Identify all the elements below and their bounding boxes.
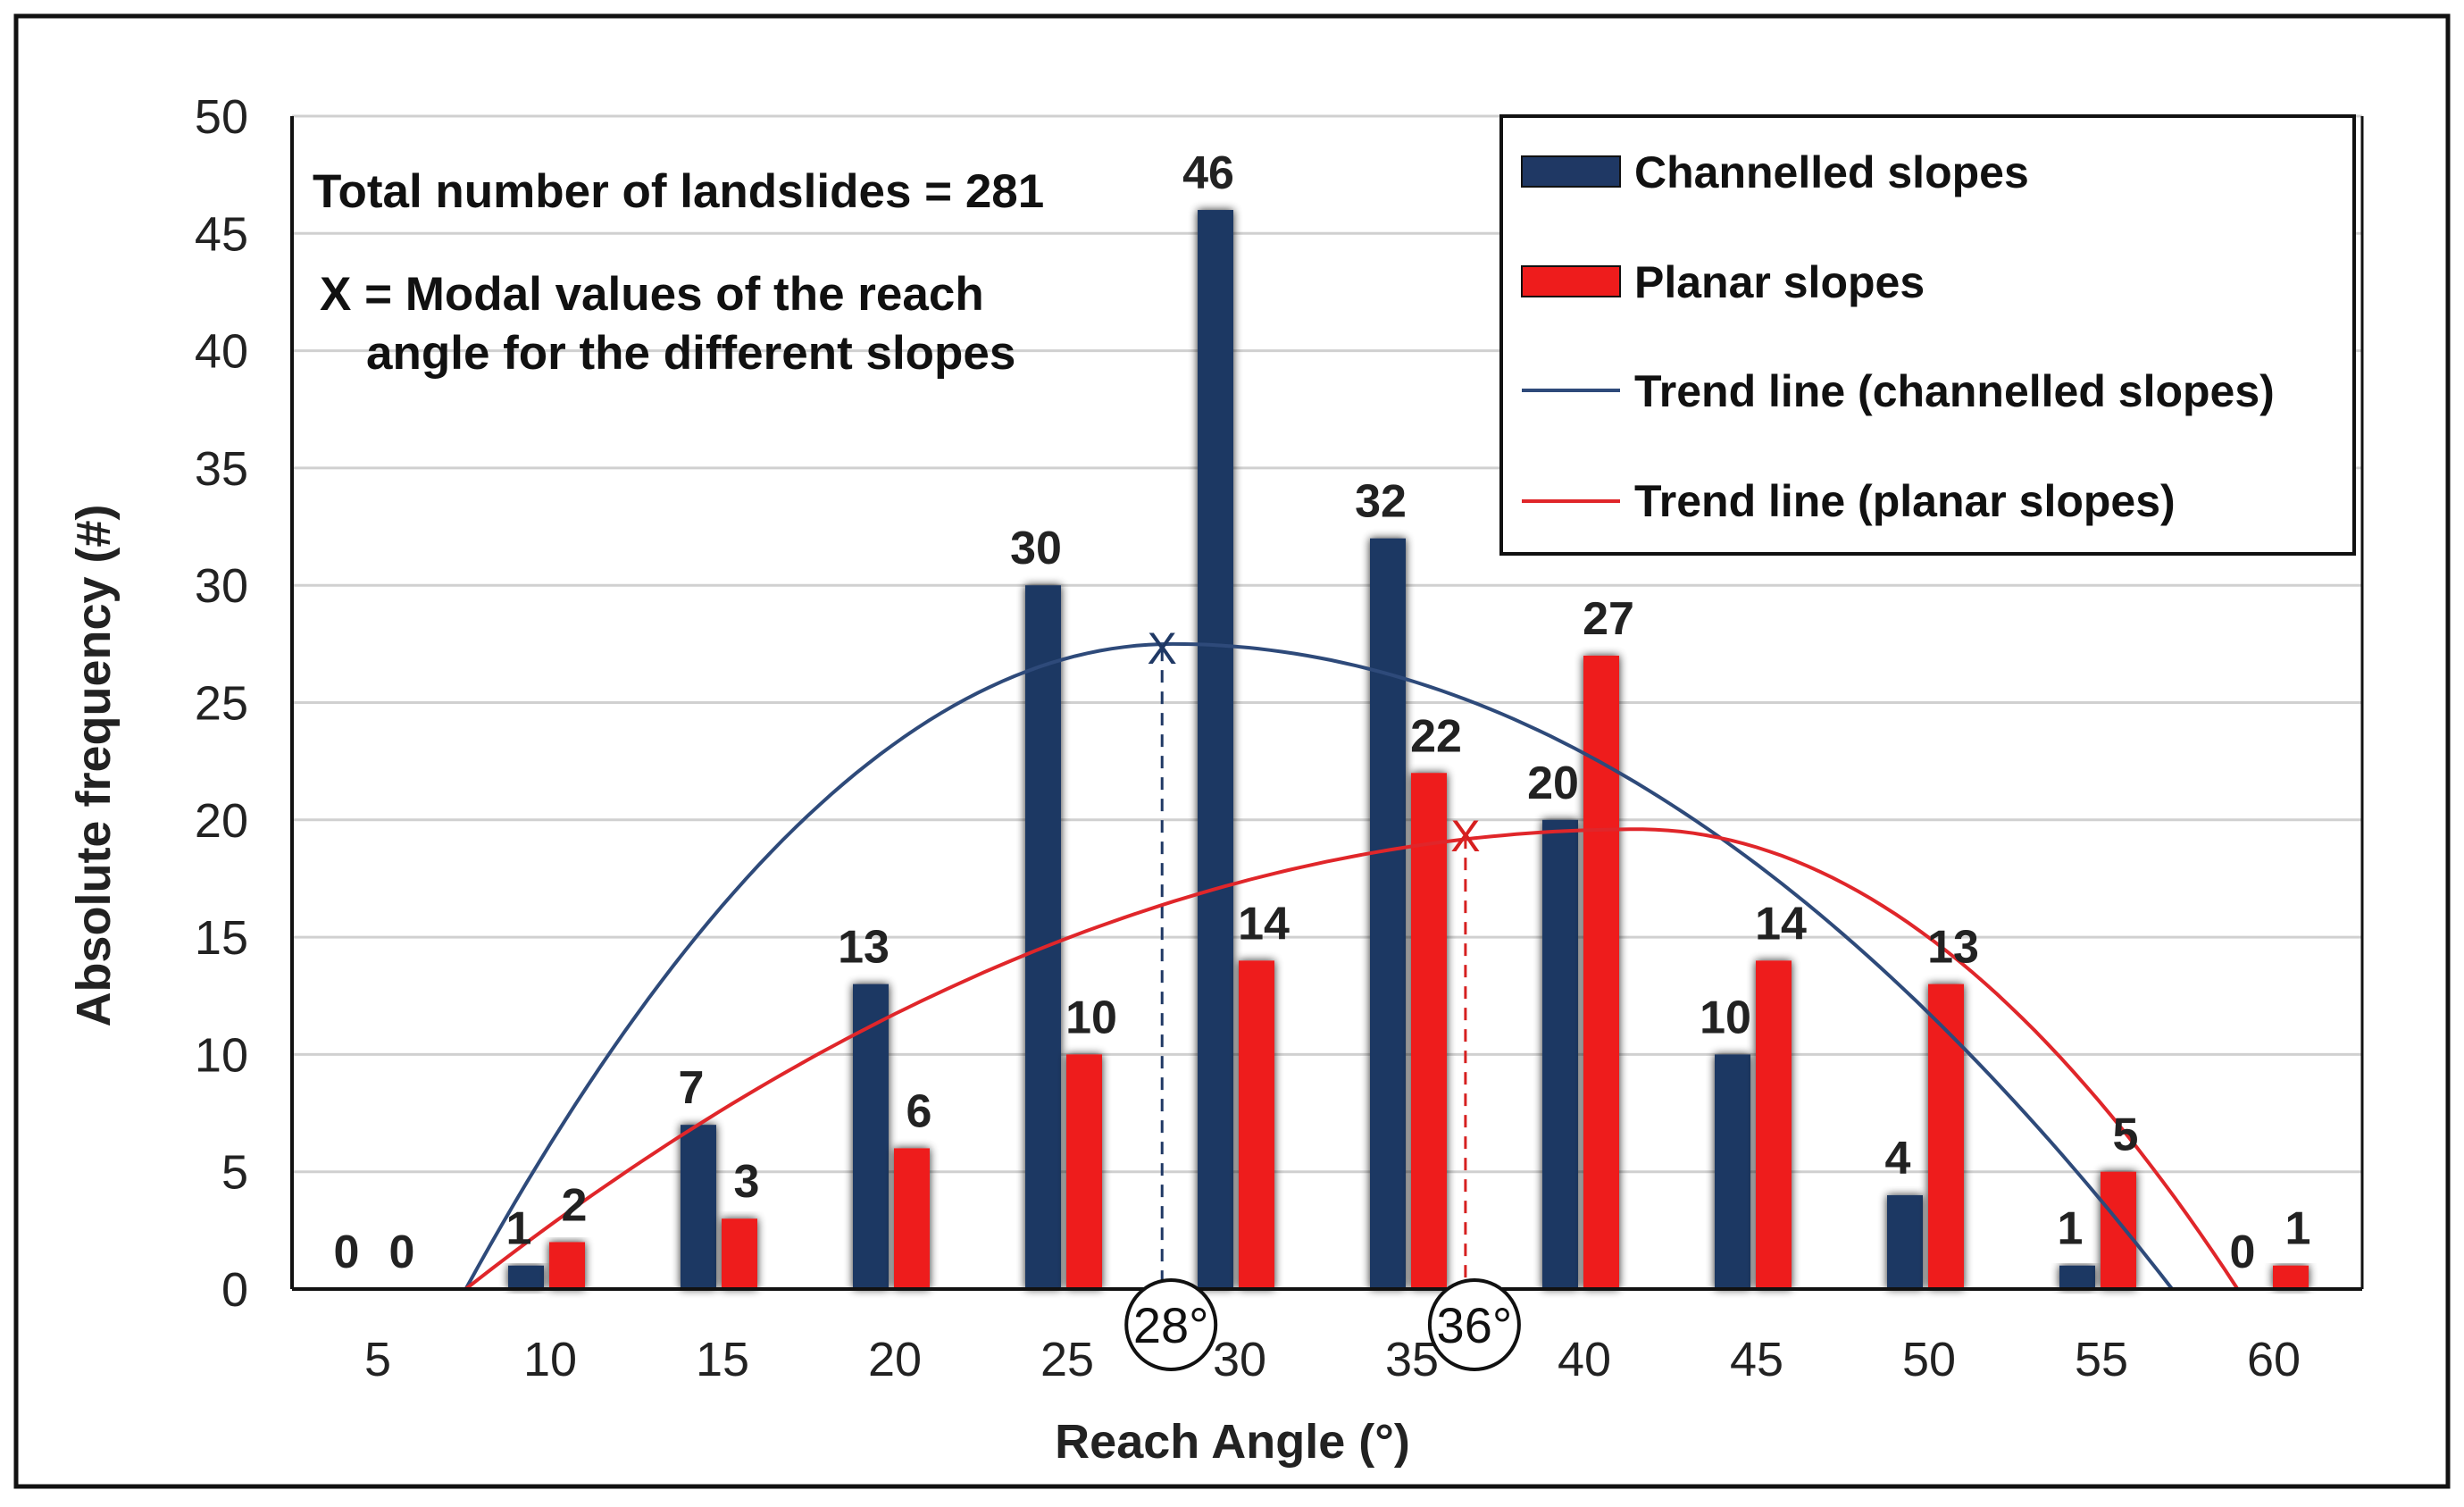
trend-line-planar bbox=[464, 827, 2240, 1291]
legend-label-planar: Planar slopes bbox=[1634, 257, 1925, 307]
x-tick-label-55: 55 bbox=[2075, 1333, 2128, 1386]
modal-marker-channelled: X bbox=[1148, 624, 1177, 674]
data-label-planar-5: 0 bbox=[389, 1227, 415, 1278]
bars bbox=[508, 210, 2309, 1289]
bar-channelled-15 bbox=[681, 1125, 716, 1289]
data-label-channelled-55: 1 bbox=[2058, 1203, 2084, 1255]
modal-lines bbox=[1160, 649, 1467, 1289]
trend-lines bbox=[464, 641, 2240, 1291]
data-label-planar-50: 13 bbox=[1927, 922, 1979, 974]
modal-value-label-planar: 36° bbox=[1437, 1297, 1513, 1353]
x-tick-label-30: 30 bbox=[1213, 1333, 1266, 1386]
bar-channelled-55 bbox=[2059, 1265, 2095, 1289]
y-tick-label-25: 25 bbox=[195, 677, 248, 731]
axes bbox=[290, 116, 2364, 1291]
trend-line-channelled bbox=[464, 641, 2174, 1291]
data-label-planar-45: 14 bbox=[1755, 898, 1807, 950]
x-tick-label-50: 50 bbox=[1902, 1333, 1956, 1386]
modal-markers: X 28° X 36° bbox=[1124, 624, 1521, 1371]
bar-channelled-10 bbox=[508, 1265, 544, 1289]
modal-circle-planar bbox=[1427, 1278, 1521, 1371]
legend-box bbox=[1499, 114, 2356, 556]
annotation-modal-line2: angle for the different slopes bbox=[366, 327, 1015, 380]
y-tick-label-45: 45 bbox=[195, 207, 248, 261]
y-axis-title: Absolute frequency (#) bbox=[67, 504, 121, 1026]
x-tick-label-25: 25 bbox=[1040, 1333, 1094, 1386]
bar-planar-10 bbox=[549, 1242, 585, 1289]
bar-channelled-30 bbox=[1198, 210, 1233, 1289]
x-tick-label-40: 40 bbox=[1558, 1333, 1611, 1386]
x-tick-label-5: 5 bbox=[364, 1333, 391, 1386]
data-label-planar-35: 22 bbox=[1410, 710, 1462, 762]
x-tick-label-60: 60 bbox=[2247, 1333, 2301, 1386]
y-tick-label-50: 50 bbox=[195, 90, 248, 144]
legend-label-channelled-trend: Trend line (channelled slopes) bbox=[1634, 366, 2275, 416]
bar-planar-45 bbox=[1756, 960, 1792, 1289]
data-label-channelled-50: 4 bbox=[1885, 1133, 1911, 1185]
legend-swatch-channelled bbox=[1521, 155, 1621, 188]
x-tick-label-45: 45 bbox=[1730, 1333, 1783, 1386]
data-label-channelled-10: 1 bbox=[506, 1203, 532, 1255]
data-label-planar-20: 6 bbox=[906, 1085, 932, 1137]
data-label-planar-25: 10 bbox=[1065, 992, 1117, 1043]
data-label-planar-30: 14 bbox=[1238, 898, 1290, 950]
bar-channelled-45 bbox=[1715, 1054, 1750, 1289]
data-label-channelled-60: 0 bbox=[2230, 1227, 2256, 1278]
data-label-channelled-15: 7 bbox=[679, 1062, 705, 1114]
bar-channelled-35 bbox=[1370, 538, 1406, 1289]
bar-planar-40 bbox=[1583, 655, 1619, 1289]
modal-value-label-channelled: 28° bbox=[1133, 1297, 1209, 1353]
data-label-channelled-5: 0 bbox=[334, 1227, 360, 1278]
data-label-channelled-40: 20 bbox=[1527, 758, 1579, 809]
legend-label-planar-trend: Trend line (planar slopes) bbox=[1634, 476, 2176, 526]
data-label-channelled-20: 13 bbox=[838, 922, 890, 974]
data-label-planar-10: 2 bbox=[562, 1179, 588, 1231]
bar-planar-15 bbox=[722, 1218, 757, 1289]
y-tick-label-15: 15 bbox=[195, 911, 248, 965]
legend: Channelled slopes Planar slopes Trend li… bbox=[1499, 114, 2356, 556]
bar-planar-60 bbox=[2273, 1265, 2309, 1289]
data-label-planar-15: 3 bbox=[734, 1156, 760, 1208]
bar-planar-35 bbox=[1411, 773, 1447, 1289]
x-tick-label-15: 15 bbox=[696, 1333, 749, 1386]
data-label-channelled-35: 32 bbox=[1355, 476, 1407, 528]
y-tick-label-10: 10 bbox=[195, 1028, 248, 1082]
y-tick-label-0: 0 bbox=[221, 1263, 248, 1317]
bar-planar-55 bbox=[2101, 1171, 2136, 1289]
data-label-planar-55: 5 bbox=[2113, 1109, 2139, 1161]
x-tick-label-10: 10 bbox=[523, 1333, 577, 1386]
y-tick-label-30: 30 bbox=[195, 559, 248, 613]
bar-planar-25 bbox=[1066, 1054, 1102, 1289]
bar-planar-20 bbox=[894, 1148, 930, 1289]
legend-label-channelled: Channelled slopes bbox=[1634, 147, 2029, 197]
bar-channelled-50 bbox=[1887, 1194, 1923, 1289]
y-tick-label-20: 20 bbox=[195, 794, 248, 848]
legend-swatch-planar bbox=[1521, 265, 1621, 297]
data-label-channelled-25: 30 bbox=[1010, 523, 1062, 574]
data-label-channelled-45: 10 bbox=[1700, 992, 1751, 1043]
bar-channelled-20 bbox=[853, 984, 889, 1289]
annotation-total: Total number of landslides = 281 bbox=[313, 165, 1044, 218]
y-tick-label-35: 35 bbox=[195, 442, 248, 496]
modal-circle-channelled bbox=[1124, 1278, 1218, 1371]
data-label-planar-60: 1 bbox=[2285, 1203, 2311, 1255]
data-label-channelled-30: 46 bbox=[1182, 147, 1234, 199]
x-tick-label-20: 20 bbox=[868, 1333, 922, 1386]
annotation-modal-line1: X = Modal values of the reach bbox=[320, 268, 984, 321]
bar-planar-50 bbox=[1928, 984, 1964, 1289]
x-tick-label-35: 35 bbox=[1385, 1333, 1439, 1386]
bar-channelled-40 bbox=[1542, 819, 1578, 1289]
y-tick-label-5: 5 bbox=[221, 1146, 248, 1200]
bar-channelled-25 bbox=[1025, 585, 1061, 1289]
y-tick-label-40: 40 bbox=[195, 325, 248, 379]
x-axis-title: Reach Angle (°) bbox=[1055, 1415, 1410, 1469]
bar-planar-30 bbox=[1239, 960, 1274, 1289]
data-label-planar-40: 27 bbox=[1583, 593, 1634, 645]
modal-marker-planar: X bbox=[1450, 811, 1480, 861]
